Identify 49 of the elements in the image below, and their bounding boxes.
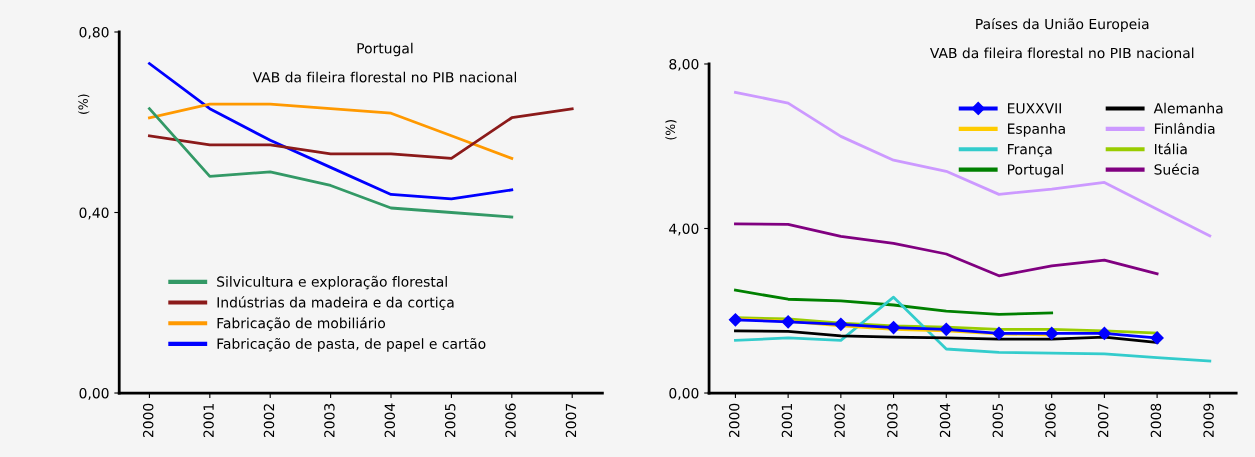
legend-label: Alemanha [1153, 102, 1223, 114]
x-tick-label: 2005 [444, 403, 456, 438]
legend-label: França [1008, 144, 1052, 157]
y-tick-label: 4,00 [669, 223, 699, 236]
legend-label: Espanha [1008, 123, 1065, 137]
chart-subtitle: VAB da fileira florestal no PIB nacional [929, 47, 1194, 59]
line-series [734, 222, 1159, 278]
x-tick-label: 2001 [781, 404, 793, 438]
y-axis-title: (%) [78, 94, 90, 114]
y-tick-label: 0,40 [79, 207, 109, 220]
x-tick-label: 2004 [384, 403, 396, 438]
x-tick-label: 2007 [1097, 403, 1109, 438]
chart-title: Países da União Europeia [976, 17, 1149, 32]
x-tick-label: 2002 [834, 404, 845, 438]
legend-label: EUXXVII [1008, 103, 1061, 114]
line-series [148, 107, 514, 219]
x-tick-label: 2008 [1150, 403, 1162, 438]
x-tick-label: 2001 [203, 404, 214, 438]
x-tick-label: 2007 [565, 403, 577, 438]
legend-label: Silvicultura e exploração florestal [217, 275, 447, 290]
y-tick-label: 0,80 [79, 26, 109, 39]
text: Portugal [357, 42, 413, 57]
line-series [734, 288, 1054, 316]
x-tick-label: 2004 [939, 403, 951, 438]
y-tick-label: 8,00 [669, 58, 699, 71]
x-tick-label: 2003 [324, 403, 335, 438]
x-tick-label: 2003 [887, 403, 898, 438]
legend-label: Fabricação de pasta, de papel e cartão [217, 337, 486, 352]
line-series [148, 62, 514, 201]
line-series [148, 102, 514, 160]
legend-label: Fabricação de mobiliário [217, 317, 386, 331]
legend-label: Indústrias da madeira e da cortiça [217, 296, 454, 311]
x-tick-label: 2002 [263, 404, 275, 438]
x-tick-label: 2006 [505, 403, 516, 438]
x-tick-label: 2009 [1203, 403, 1214, 438]
x-tick-label: 2000 [728, 403, 740, 438]
line-series [734, 295, 1212, 363]
y-tick-label: 0,00 [79, 387, 109, 400]
x-tick-label: 2005 [992, 403, 1004, 438]
text: VAB da fileira florestal no PIB nacional [252, 71, 517, 83]
legend-label: Suécia [1154, 163, 1199, 175]
legend-label: Portugal [1008, 163, 1063, 178]
line-series [148, 107, 574, 160]
y-tick-label: 0,00 [669, 387, 699, 400]
legend-label: Itália [1154, 143, 1187, 155]
y-axis-title: (%) [665, 120, 677, 140]
legend-label: Finlândia [1154, 122, 1215, 134]
x-tick-label: 2000 [142, 403, 154, 438]
x-tick-label: 2006 [1045, 403, 1056, 438]
